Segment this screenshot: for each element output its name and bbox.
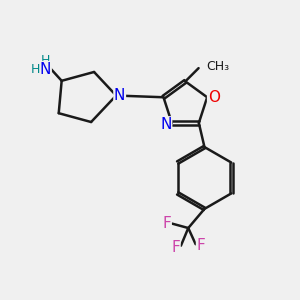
Text: F: F: [196, 238, 205, 253]
Text: N: N: [114, 88, 125, 103]
Text: F: F: [162, 216, 171, 231]
Text: N: N: [160, 117, 172, 132]
Text: F: F: [171, 240, 180, 255]
Text: O: O: [208, 90, 220, 105]
Text: CH₃: CH₃: [206, 60, 229, 73]
Text: H: H: [41, 54, 50, 67]
Text: H: H: [31, 62, 40, 76]
Text: N: N: [40, 61, 51, 76]
